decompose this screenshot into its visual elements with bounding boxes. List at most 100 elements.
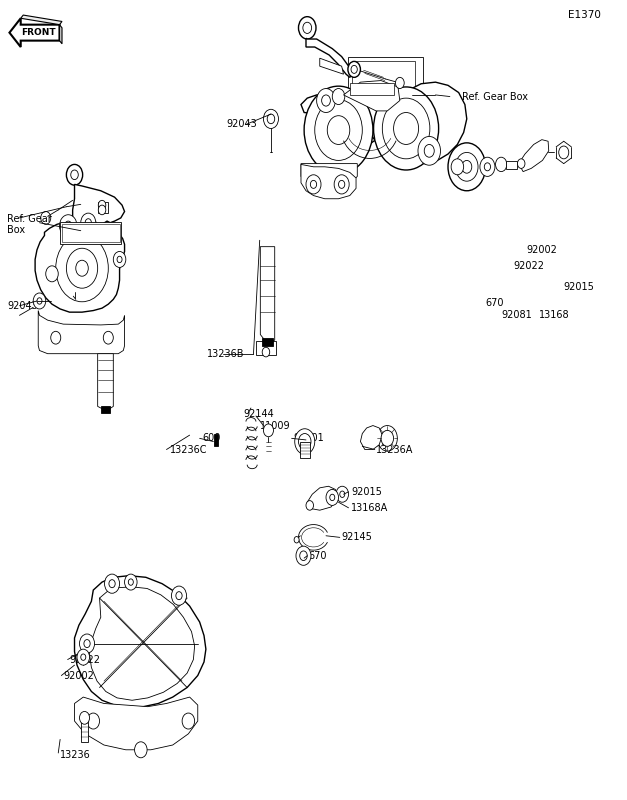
- Text: 92001: 92001: [293, 434, 324, 443]
- Polygon shape: [301, 164, 357, 186]
- Circle shape: [424, 145, 435, 158]
- Circle shape: [98, 200, 106, 210]
- Circle shape: [326, 490, 339, 506]
- Circle shape: [348, 62, 361, 78]
- Bar: [101, 406, 110, 413]
- Circle shape: [327, 116, 350, 145]
- Circle shape: [303, 22, 312, 34]
- Polygon shape: [519, 140, 549, 171]
- Circle shape: [182, 713, 194, 729]
- Bar: [348, 57, 423, 97]
- Text: 92002: 92002: [526, 245, 557, 255]
- Circle shape: [263, 110, 278, 129]
- Text: E1370: E1370: [569, 10, 601, 20]
- Polygon shape: [361, 426, 382, 450]
- Circle shape: [37, 298, 42, 304]
- Circle shape: [83, 220, 100, 241]
- Text: 11009: 11009: [260, 421, 291, 430]
- Circle shape: [374, 87, 439, 170]
- Circle shape: [85, 218, 92, 226]
- Text: 13236B: 13236B: [207, 350, 245, 359]
- Circle shape: [125, 574, 137, 590]
- Circle shape: [176, 592, 182, 600]
- Circle shape: [484, 163, 490, 170]
- Polygon shape: [73, 184, 125, 236]
- Circle shape: [41, 211, 51, 224]
- Circle shape: [129, 579, 134, 586]
- Polygon shape: [75, 697, 198, 750]
- Circle shape: [56, 234, 108, 302]
- Bar: [262, 338, 273, 346]
- Bar: [256, 341, 276, 355]
- Circle shape: [300, 551, 307, 561]
- Text: 92043: 92043: [7, 301, 38, 310]
- Text: 670: 670: [308, 550, 327, 561]
- Circle shape: [334, 174, 349, 194]
- Bar: [350, 83, 394, 95]
- Circle shape: [330, 494, 335, 501]
- Circle shape: [117, 256, 122, 262]
- Polygon shape: [35, 221, 125, 312]
- Text: 92015: 92015: [564, 282, 594, 291]
- Circle shape: [306, 501, 314, 510]
- Circle shape: [298, 17, 316, 39]
- Circle shape: [105, 574, 120, 594]
- Circle shape: [51, 331, 61, 344]
- Polygon shape: [98, 202, 108, 213]
- Circle shape: [448, 143, 485, 190]
- Bar: [352, 61, 415, 93]
- Circle shape: [60, 214, 77, 237]
- Circle shape: [304, 86, 373, 174]
- Circle shape: [559, 146, 569, 159]
- Circle shape: [461, 161, 472, 173]
- Circle shape: [495, 158, 507, 171]
- Text: FRONT: FRONT: [21, 28, 56, 37]
- Circle shape: [351, 66, 357, 74]
- Polygon shape: [21, 15, 62, 25]
- Polygon shape: [90, 587, 194, 700]
- Circle shape: [263, 424, 273, 437]
- Circle shape: [394, 113, 419, 145]
- Text: 13236: 13236: [60, 750, 91, 760]
- Text: 92145: 92145: [342, 532, 372, 542]
- Circle shape: [33, 293, 46, 309]
- Text: 92144: 92144: [243, 409, 274, 418]
- Polygon shape: [75, 576, 206, 707]
- Text: 600: 600: [202, 434, 221, 443]
- Polygon shape: [98, 354, 113, 410]
- Polygon shape: [260, 246, 275, 342]
- Polygon shape: [320, 58, 344, 74]
- Circle shape: [455, 153, 478, 181]
- Polygon shape: [60, 25, 62, 44]
- Circle shape: [66, 165, 83, 185]
- Circle shape: [66, 248, 98, 288]
- Circle shape: [294, 537, 299, 543]
- Circle shape: [65, 221, 72, 230]
- Circle shape: [81, 213, 96, 232]
- Circle shape: [322, 95, 330, 106]
- Circle shape: [382, 98, 430, 159]
- Polygon shape: [306, 38, 352, 78]
- Circle shape: [298, 434, 311, 450]
- Polygon shape: [301, 165, 356, 198]
- Circle shape: [262, 347, 270, 357]
- Polygon shape: [9, 18, 60, 47]
- Circle shape: [77, 649, 90, 665]
- Circle shape: [103, 331, 113, 344]
- Circle shape: [80, 711, 90, 724]
- Circle shape: [84, 639, 90, 647]
- Circle shape: [336, 486, 349, 502]
- Circle shape: [76, 260, 88, 276]
- Circle shape: [418, 137, 441, 166]
- Circle shape: [315, 100, 362, 161]
- Bar: [214, 434, 218, 446]
- Circle shape: [113, 251, 126, 267]
- Text: 13168: 13168: [539, 310, 569, 319]
- Text: 13236A: 13236A: [376, 445, 413, 454]
- Circle shape: [306, 174, 321, 194]
- Circle shape: [295, 429, 315, 454]
- Circle shape: [87, 713, 100, 729]
- Circle shape: [381, 430, 394, 446]
- Bar: [62, 224, 120, 242]
- Polygon shape: [307, 486, 337, 510]
